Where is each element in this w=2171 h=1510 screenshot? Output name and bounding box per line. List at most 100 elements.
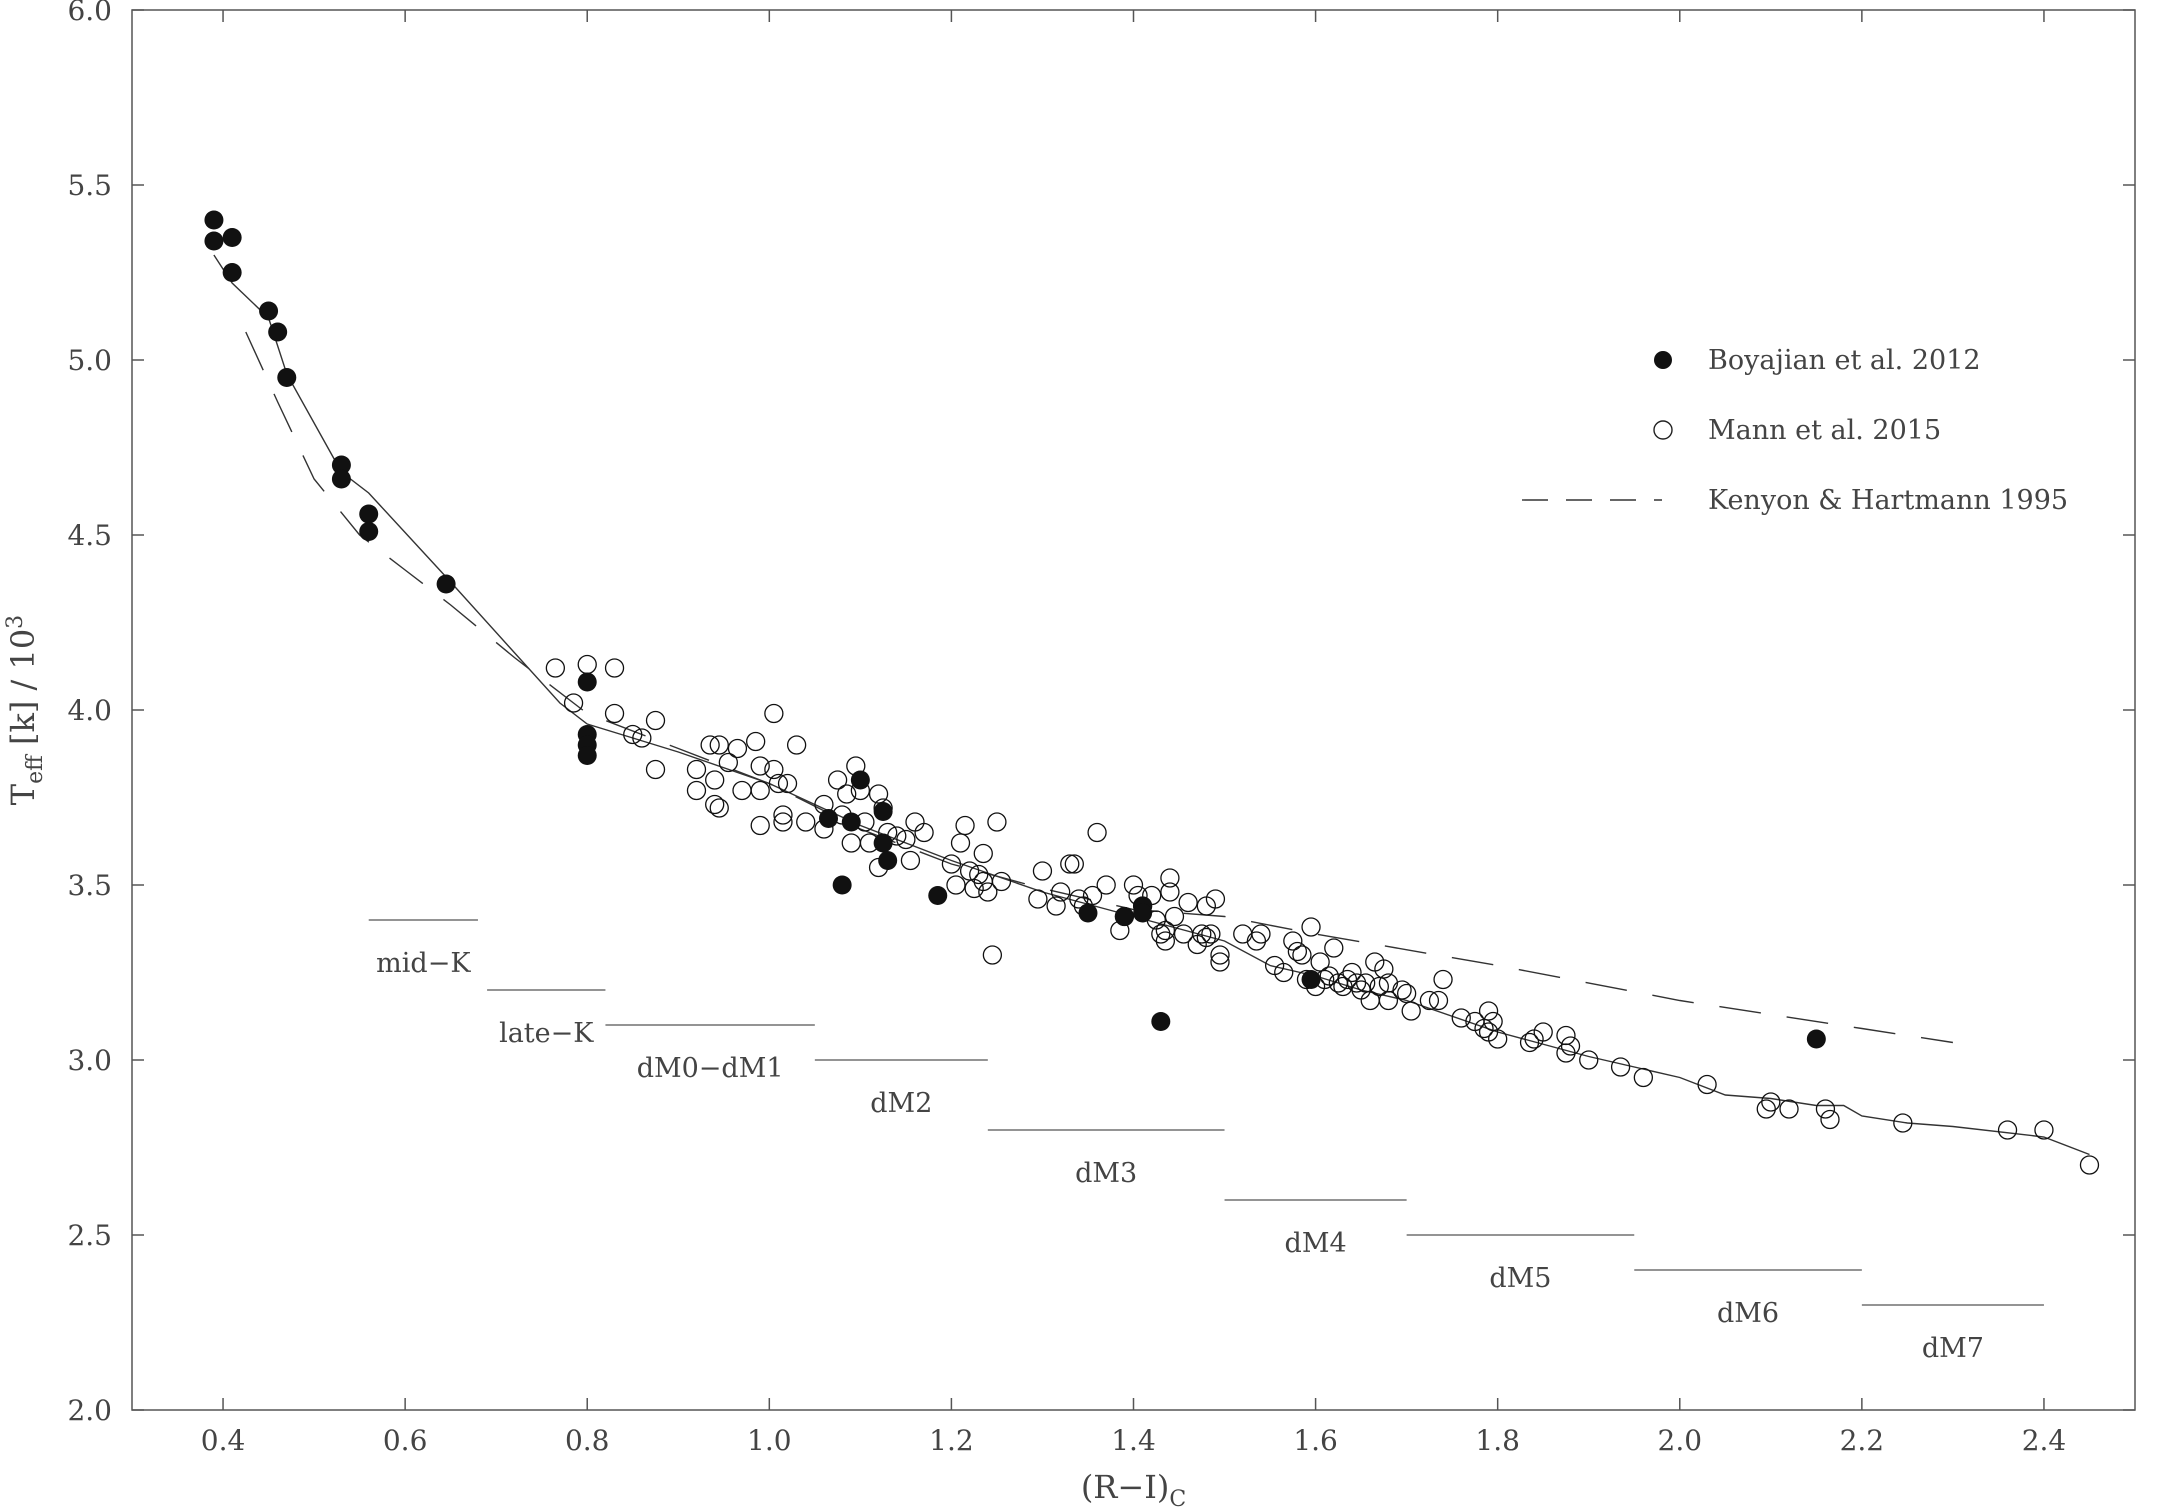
boyajian-point (850, 770, 870, 790)
mann-point (1251, 924, 1271, 944)
x-tick-label: 1.4 (1111, 1424, 1156, 1457)
boyajian-point (331, 469, 351, 489)
boyajian-point (359, 522, 379, 541)
y-axis-title-rest: [k] / 10 (4, 629, 42, 755)
y-axis-title-sub: eff (23, 754, 48, 784)
legend-marker-boyajian (1654, 351, 1672, 369)
kenyon-hartmann-line (245, 331, 1954, 1044)
mann-point (900, 850, 921, 871)
x-tick-label: 2.4 (2022, 1424, 2067, 1457)
mann-point (1292, 945, 1312, 965)
mann-point (709, 798, 729, 818)
mann-point (1028, 889, 1048, 909)
mann-point (709, 735, 729, 755)
x-tick-label: 2.2 (1840, 1424, 1885, 1457)
mann-point (1274, 962, 1294, 983)
mann-point (796, 812, 816, 832)
mann-point (973, 843, 993, 864)
mann-point (1519, 1032, 1540, 1053)
mann-point (1155, 920, 1176, 941)
mann-point (1246, 931, 1267, 951)
mann-point (718, 752, 738, 773)
mann-point (1633, 1067, 1654, 1088)
legend: Boyajian et al. 2012 Mann et al. 2015 Ke… (1522, 345, 2068, 516)
boyajian-point (873, 833, 893, 853)
mann-point (1060, 854, 1080, 874)
y-axis-title-sup: 3 (3, 615, 28, 629)
y-tick-label: 4.0 (67, 694, 112, 727)
mann-point (969, 864, 989, 885)
boyajian-point (359, 504, 379, 524)
mann-point (686, 759, 707, 780)
mann-point (1196, 927, 1216, 948)
x-tick-label: 0.4 (201, 1424, 246, 1457)
legend-label-boyajian: Boyajian et al. 2012 (1708, 345, 1981, 376)
mann-point (1201, 924, 1221, 944)
mann-point (746, 731, 766, 752)
boyajian-point (841, 812, 861, 832)
y-tick-label: 3.0 (67, 1044, 112, 1077)
mann-point (705, 794, 725, 815)
mann-point (841, 833, 861, 853)
mann-point (686, 780, 707, 801)
mann-point (987, 812, 1007, 832)
mann-point (1151, 924, 1171, 944)
mann-point (1337, 969, 1358, 990)
boyajian-point (1806, 1029, 1826, 1049)
x-tick-label: 1.0 (747, 1424, 792, 1457)
x-tick-label: 1.6 (1293, 1424, 1338, 1457)
mann-point (827, 770, 848, 790)
mann-point (1556, 1025, 1576, 1046)
band-label: dM4 (1285, 1228, 1347, 1259)
boyajian-point (1133, 903, 1153, 923)
mann-point (1123, 875, 1144, 895)
mann-point (1478, 1001, 1499, 1021)
x-tick-label: 0.6 (383, 1424, 428, 1457)
mann-point (1301, 917, 1321, 937)
band-label: dM3 (1075, 1158, 1137, 1189)
mann-point (786, 735, 807, 755)
mann-point (645, 710, 666, 731)
mann-point (1233, 924, 1253, 944)
boyajian-point (832, 875, 852, 895)
mann-point (732, 780, 752, 801)
boyajian-point (259, 301, 279, 321)
mann-point (1756, 1099, 1776, 1119)
boyajian-point (577, 746, 597, 765)
mann-point (545, 658, 566, 678)
boyajian-point (222, 263, 242, 282)
mann-point (1178, 892, 1198, 913)
mann-point (764, 759, 784, 780)
mann-point (2079, 1155, 2100, 1175)
band-label: mid−K (376, 948, 471, 979)
mann-point (950, 833, 971, 853)
boyajian-point (577, 672, 597, 692)
mann-point (1333, 976, 1353, 997)
mann-point (1192, 924, 1212, 944)
boyajian-point (1114, 907, 1134, 926)
y-tick-label: 5.5 (67, 169, 112, 202)
boyajian-point (1151, 1012, 1171, 1031)
mann-point (1820, 1109, 1840, 1130)
mann-point (1210, 952, 1230, 972)
mann-point (1997, 1120, 2018, 1140)
mann-point (1451, 1008, 1471, 1028)
legend-label-mann: Mann et al. 2015 (1708, 415, 1941, 446)
mann-point (1160, 868, 1180, 888)
boyajian-point (204, 231, 224, 251)
mann-point (978, 882, 998, 902)
mann-point (1046, 896, 1066, 916)
mann-point (1032, 861, 1053, 881)
mann-point (1893, 1113, 1913, 1133)
mann-point (1697, 1074, 1717, 1095)
mann-point (1761, 1092, 1781, 1112)
x-tick-label: 1.8 (1475, 1424, 1520, 1457)
y-tick-label: 6.0 (67, 0, 112, 27)
fit-line (213, 254, 2090, 1156)
mann-point (604, 703, 625, 724)
mann-point (1164, 906, 1185, 927)
boyajian-point (878, 851, 898, 870)
x-axis-title-main: (R−I) (1081, 1468, 1170, 1506)
mann-point (1324, 938, 1344, 958)
